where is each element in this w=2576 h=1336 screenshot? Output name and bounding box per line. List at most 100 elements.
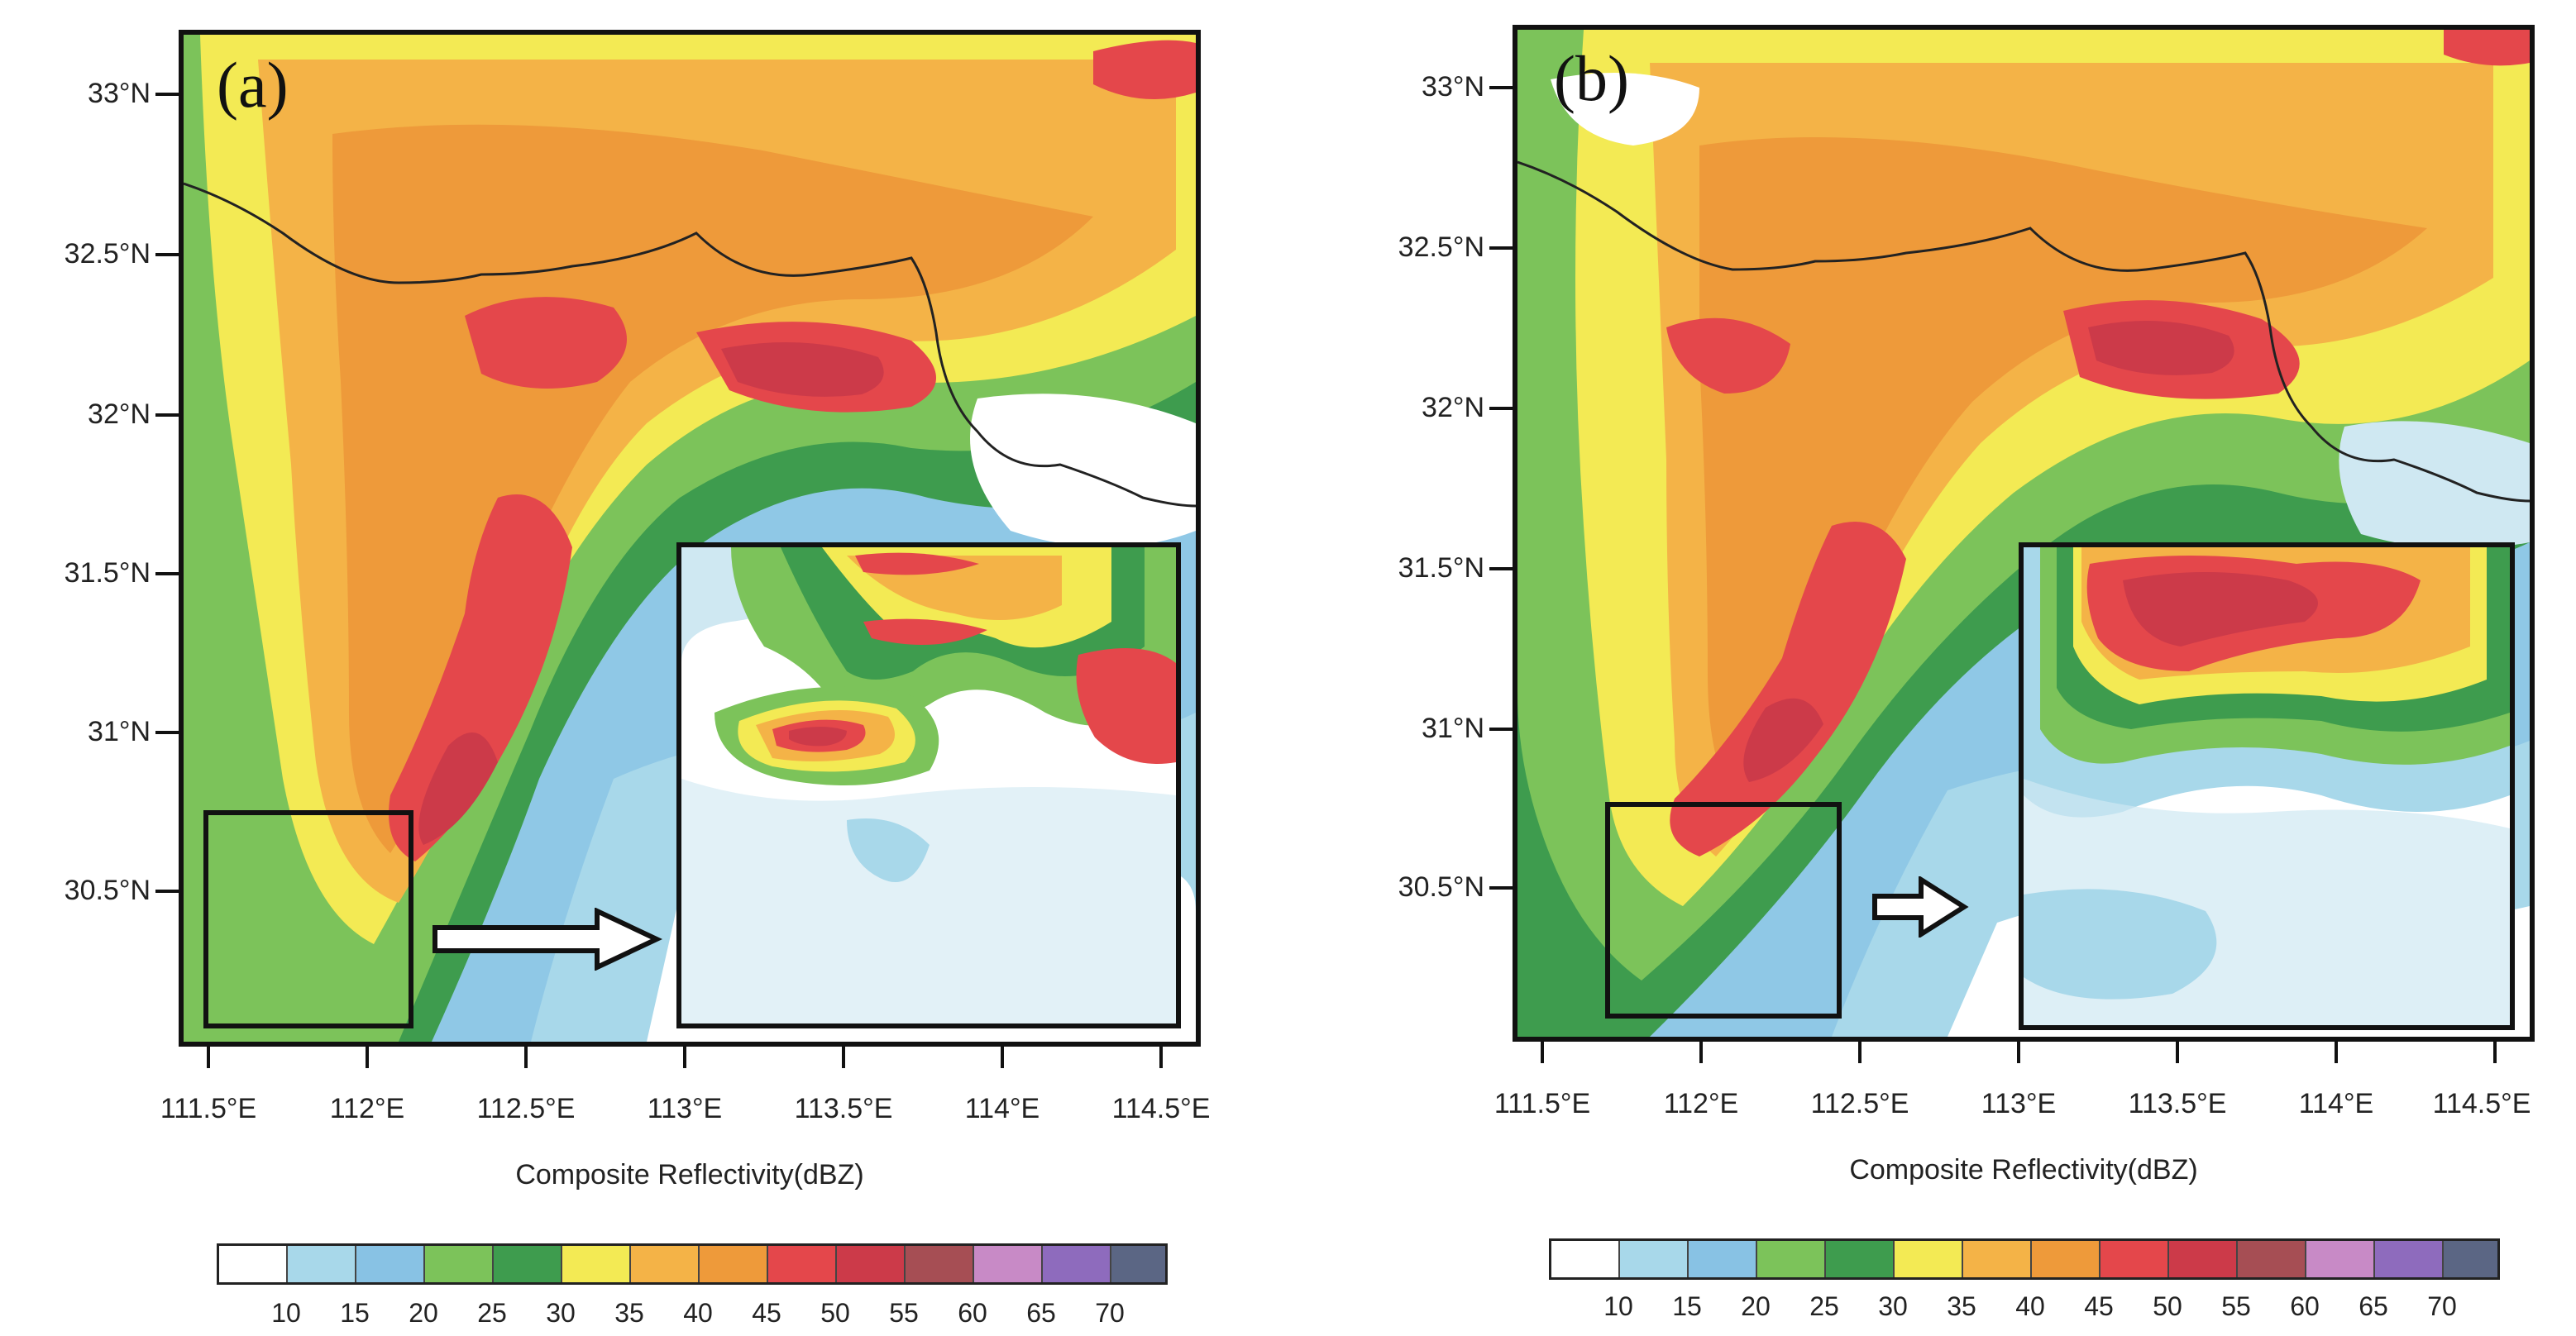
lon-label: 113.5°E — [794, 1093, 893, 1124]
lat-tick — [155, 413, 179, 417]
colorbar-cell — [1895, 1241, 1963, 1277]
colorbar-cell — [219, 1246, 288, 1282]
lon-tick — [2493, 1042, 2497, 1063]
lon-label: 111.5°E — [1494, 1088, 1591, 1119]
lat-tick — [1489, 886, 1513, 890]
lat-label: 32.5°N — [1398, 231, 1484, 263]
lat-tick — [1489, 246, 1513, 250]
lon-label: 112°E — [329, 1093, 405, 1124]
lat-label: 31.5°N — [64, 557, 151, 589]
panel-letter-b: (b) — [1554, 42, 1629, 114]
colorbar-label: 40 — [683, 1298, 713, 1328]
colorbar-cell — [631, 1246, 700, 1282]
lon-label: 114.5°E — [1111, 1093, 1211, 1124]
colorbar-label: 15 — [340, 1298, 370, 1328]
colorbar-cell — [2375, 1241, 2444, 1277]
zoom-inset-b — [2019, 542, 2515, 1030]
zoom-inset-field-b — [2024, 547, 2510, 1025]
lat-label: 30.5°N — [1398, 871, 1484, 903]
lat-tick — [155, 93, 179, 96]
colorbar-label: 15 — [1672, 1291, 1702, 1321]
lat-label: 31°N — [1422, 713, 1484, 744]
lat-tick — [1489, 407, 1513, 410]
colorbar-label: 35 — [1947, 1291, 1976, 1321]
zoom-arrow-b — [1872, 876, 1969, 938]
colorbar-cell — [1043, 1246, 1111, 1282]
colorbar-cell — [1111, 1246, 1165, 1282]
lat-label: 32°N — [88, 398, 151, 430]
colorbar-label: 40 — [2015, 1291, 2045, 1321]
colorbar-a — [217, 1243, 1168, 1285]
lon-label: 113.5°E — [2128, 1088, 2227, 1119]
lat-label: 30.5°N — [64, 875, 151, 906]
panel-letter-a: (a) — [217, 49, 289, 121]
colorbar-cell — [906, 1246, 974, 1282]
lon-tick — [1699, 1042, 1703, 1063]
lat-label: 33°N — [1422, 71, 1484, 103]
colorbar-label: 45 — [2084, 1291, 2114, 1321]
lon-label: 111.5°E — [160, 1093, 257, 1124]
colorbar-label: 60 — [2290, 1291, 2320, 1321]
colorbar-cell — [1757, 1241, 1826, 1277]
colorbar-label: 20 — [1741, 1291, 1771, 1321]
lat-tick — [1489, 728, 1513, 731]
colorbar-label: 55 — [2221, 1291, 2251, 1321]
lon-label: 112°E — [1663, 1088, 1739, 1119]
colorbar-label: 30 — [1878, 1291, 1908, 1321]
colorbar-cell — [974, 1246, 1043, 1282]
colorbar-cell — [1551, 1241, 1620, 1277]
colorbar-label: 35 — [614, 1298, 644, 1328]
colorbar-b — [1549, 1238, 2500, 1280]
lon-tick — [2335, 1042, 2338, 1063]
lon-tick — [1541, 1042, 1544, 1063]
lat-label: 32.5°N — [64, 238, 151, 270]
lon-tick — [1858, 1042, 1862, 1063]
lon-tick — [1159, 1047, 1163, 1068]
colorbar-cell — [2032, 1241, 2100, 1277]
colorbar-cell — [425, 1246, 494, 1282]
colorbar-cell — [356, 1246, 425, 1282]
colorbar-label: 10 — [271, 1298, 301, 1328]
zoom-source-box-b — [1605, 802, 1842, 1019]
lon-tick — [683, 1047, 686, 1068]
axis-title-b: Composite Reflectivity(dBZ) — [1849, 1154, 2198, 1186]
colorbar-cell — [2444, 1241, 2497, 1277]
colorbar-label: 30 — [546, 1298, 576, 1328]
map-a — [179, 30, 1201, 1047]
lon-tick — [366, 1047, 369, 1068]
colorbar-cell — [2169, 1241, 2238, 1277]
lon-tick — [207, 1047, 210, 1068]
colorbar-label: 25 — [477, 1298, 507, 1328]
colorbar-label: 45 — [752, 1298, 781, 1328]
colorbar-cell — [1963, 1241, 2032, 1277]
zoom-source-box-a — [203, 810, 413, 1028]
lat-label: 31.5°N — [1398, 552, 1484, 584]
lon-label: 114.5°E — [2432, 1088, 2531, 1119]
lat-label: 33°N — [88, 78, 151, 109]
colorbar-cell — [562, 1246, 631, 1282]
lon-label: 113°E — [1981, 1088, 2057, 1119]
lon-label: 113°E — [647, 1093, 723, 1124]
lat-label: 31°N — [88, 716, 151, 747]
zoom-arrow-a — [433, 908, 663, 971]
map-b — [1513, 25, 2535, 1042]
panel-b: (b) 33°N 32.5°N 32°N 31.5°N 31°N 30.5°N … — [1288, 0, 2576, 1336]
colorbar-cell — [837, 1246, 906, 1282]
colorbar-label: 65 — [2359, 1291, 2388, 1321]
colorbar-label: 65 — [1026, 1298, 1056, 1328]
colorbar-label: 20 — [409, 1298, 438, 1328]
colorbar-cell — [1620, 1241, 1689, 1277]
reflectivity-field-b — [1517, 30, 2530, 1037]
lon-label: 112.5°E — [476, 1093, 576, 1124]
colorbar-label: 70 — [1095, 1298, 1125, 1328]
zoom-inset-a — [676, 542, 1181, 1028]
lon-label: 114°E — [964, 1093, 1040, 1124]
panel-a: (a) 33°N 32.5°N 32°N 31.5°N 31°N 30.5°N … — [64, 30, 1211, 1328]
lon-tick — [1001, 1047, 1004, 1068]
zoom-inset-field-a — [681, 547, 1176, 1023]
lon-label: 112.5°E — [1810, 1088, 1909, 1119]
colorbar-cell — [768, 1246, 837, 1282]
lon-tick — [2176, 1042, 2179, 1063]
colorbar-cell — [2100, 1241, 2169, 1277]
lat-tick — [155, 890, 179, 893]
